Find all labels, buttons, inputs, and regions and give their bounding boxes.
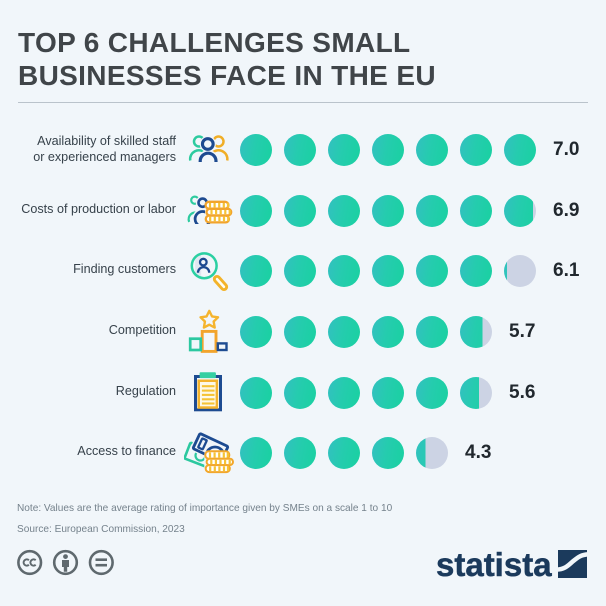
svg-text:statista: statista (436, 546, 552, 583)
